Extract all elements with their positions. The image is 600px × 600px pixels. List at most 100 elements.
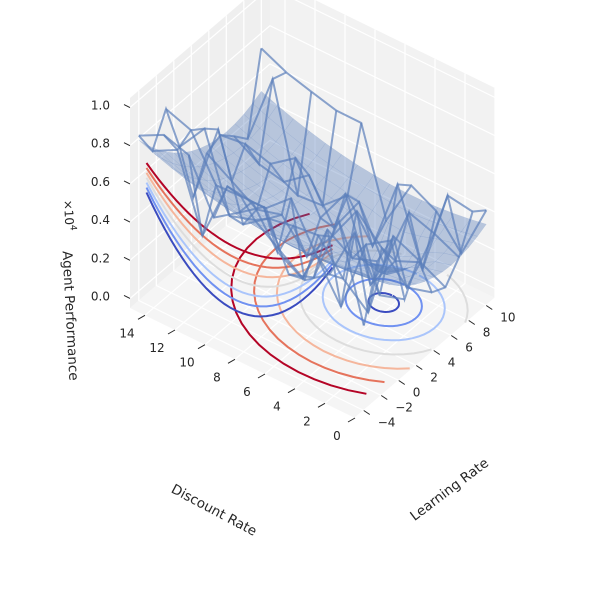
wireframe-line — [206, 152, 432, 294]
z-tick-label: 0.4 — [91, 213, 110, 227]
wireframe-line — [138, 48, 263, 202]
grid-line — [129, 24, 496, 147]
surface-patch — [304, 212, 331, 230]
y-tick — [257, 373, 266, 379]
z-tick-label: 1.0 — [91, 99, 110, 113]
grid-line — [129, 101, 496, 223]
grid-line — [129, 63, 496, 185]
surface-patch — [300, 130, 326, 156]
wireframe-line — [220, 134, 447, 289]
wireframe-line — [212, 110, 338, 222]
surface-patch — [355, 186, 382, 211]
y-tick — [197, 344, 206, 350]
grid-line — [225, 15, 452, 337]
surface-patch — [234, 113, 261, 139]
z-tick-label: 0.8 — [91, 137, 110, 151]
surface-patch — [445, 213, 471, 232]
y-axis-label: Discount Rate — [168, 481, 259, 539]
x-tick — [398, 380, 406, 385]
surface-patch — [291, 143, 318, 167]
x-tick-label: 6 — [465, 341, 473, 355]
wireframe-line — [187, 91, 313, 237]
surface-patch — [383, 270, 410, 280]
y-tick-label: 2 — [303, 414, 311, 428]
x-tick — [363, 410, 371, 415]
z-tick — [123, 180, 131, 185]
grid-line — [190, 45, 417, 367]
surface-patch — [427, 238, 454, 254]
wireframe-line — [260, 47, 488, 256]
performance-wireframe — [138, 47, 488, 326]
y-tick — [287, 388, 296, 394]
surface-patch — [224, 152, 251, 173]
wireframe-line — [152, 148, 378, 281]
x-tick — [433, 350, 441, 355]
floor-contour — [367, 291, 401, 314]
wall-contour — [145, 187, 334, 308]
z-tick-label: 0.6 — [91, 175, 110, 189]
wall-contour — [145, 182, 334, 298]
floor-contour — [230, 212, 367, 395]
surface-patch — [420, 220, 446, 240]
x-tick-label: 8 — [483, 326, 491, 340]
surface-patch — [323, 166, 350, 189]
grid-line — [129, 139, 496, 261]
y-tick — [347, 417, 356, 423]
wireframe-line — [165, 108, 392, 310]
wall-contour — [145, 172, 334, 279]
x-tick — [468, 320, 476, 325]
grid-line — [144, 0, 286, 316]
surface-patch — [315, 177, 341, 199]
x-tick — [485, 305, 493, 310]
wireframe-line — [238, 122, 363, 260]
wireframe-line — [312, 208, 438, 313]
grid-line — [129, 177, 496, 299]
wireframe-line — [233, 135, 460, 267]
wireframe-line — [262, 192, 388, 281]
z-tick-label: 0.2 — [91, 251, 110, 265]
surface-patch — [408, 272, 435, 282]
surface-patch — [284, 118, 310, 144]
y-tick — [227, 358, 236, 364]
grid-line — [324, 73, 466, 404]
surface-patch — [425, 261, 452, 273]
x-tick-label: 10 — [500, 311, 515, 325]
z-tick — [123, 218, 131, 223]
x-tick-label: 2 — [430, 371, 438, 385]
surface-patch — [295, 217, 322, 233]
floor-contour — [446, 273, 469, 323]
grid-line — [174, 0, 316, 331]
grid-line — [264, 44, 406, 375]
y-tick-label: 8 — [213, 370, 221, 384]
y-tick-label: 0 — [333, 429, 341, 443]
grid-line — [138, 90, 365, 412]
surface-patch — [247, 184, 274, 201]
surface-patch — [339, 176, 366, 200]
y-tick — [317, 402, 326, 408]
grid-line — [354, 88, 496, 419]
y-tick-label: 6 — [243, 385, 251, 399]
z-tick-label: 0.0 — [91, 289, 110, 303]
z-axis-multiplier: ×104 — [61, 199, 78, 231]
x-tick-label: 0 — [413, 386, 421, 400]
x-tick — [380, 395, 388, 400]
y-tick-label: 10 — [179, 356, 194, 370]
x-axis-label: Learning Rate — [407, 455, 492, 524]
x-tick-label: −2 — [395, 401, 413, 415]
surface-patch — [231, 171, 258, 189]
z-tick — [123, 295, 131, 299]
y-tick-label: 4 — [273, 400, 281, 414]
floor-pane — [130, 188, 495, 418]
surface-patch — [252, 90, 278, 118]
z-axis-label: Agent Performance — [59, 251, 82, 381]
wall-contour — [145, 192, 334, 318]
y-tick-label: 14 — [119, 326, 134, 340]
x-tick-label: −4 — [378, 416, 396, 430]
z-tick — [123, 142, 131, 147]
y-tick — [137, 314, 146, 320]
z-tick — [123, 104, 131, 108]
grid-line — [129, 0, 496, 108]
z-tick — [123, 256, 131, 261]
